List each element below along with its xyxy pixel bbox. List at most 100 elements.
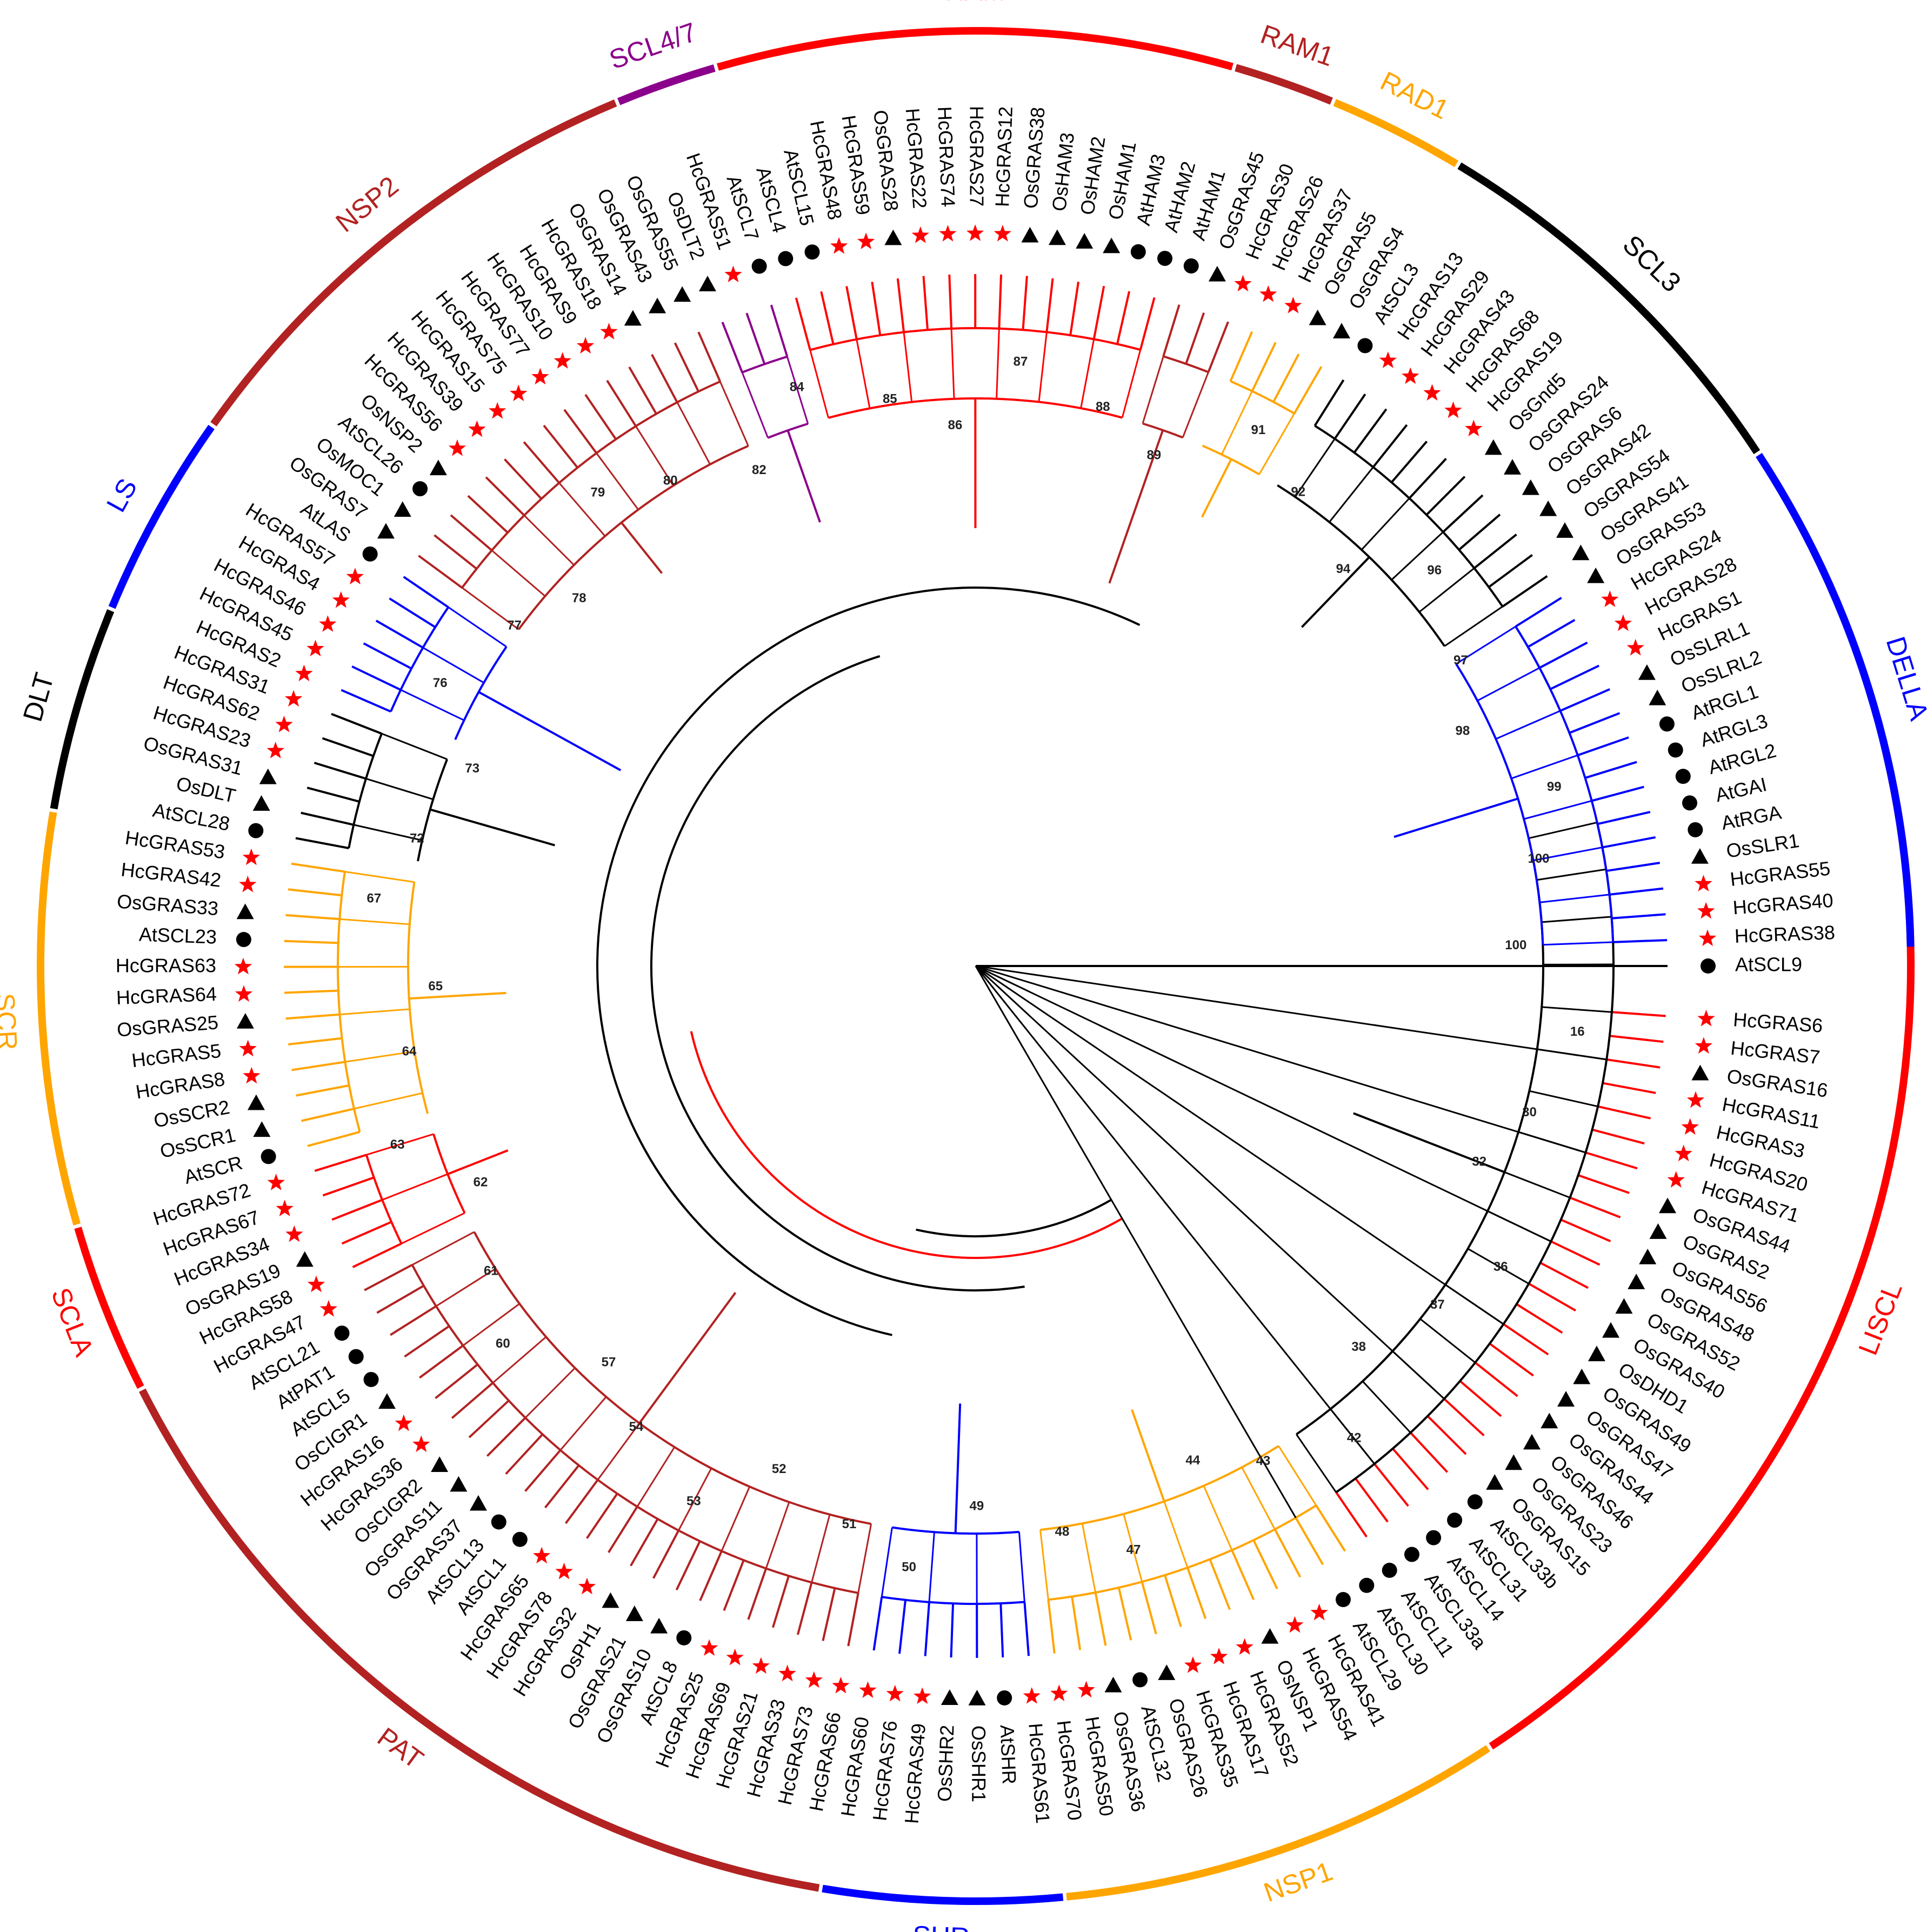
clade-label-shr: SHR <box>912 1920 970 1932</box>
triangle-marker <box>1557 1391 1575 1407</box>
star-marker <box>319 1300 338 1317</box>
star-marker <box>830 237 848 254</box>
clade-label-liscl: LISCL <box>1852 1278 1908 1359</box>
triangle-marker <box>296 1251 314 1267</box>
star-marker <box>468 420 486 437</box>
star-marker <box>489 402 506 419</box>
triangle-marker <box>1628 1274 1645 1289</box>
star-marker <box>239 875 257 892</box>
triangle-marker <box>1486 1474 1504 1490</box>
circle-marker <box>248 823 264 838</box>
circle-marker <box>1688 822 1703 837</box>
leaf-label-88: HcGRAS8 <box>134 1068 226 1103</box>
triangle-marker <box>247 1094 265 1110</box>
circle-marker <box>412 481 428 497</box>
star-marker <box>993 224 1012 242</box>
clade-arc-nsp2 <box>210 99 617 427</box>
leaf-label-85: HcGRAS64 <box>116 983 217 1009</box>
leaf-label-78: OsDLT <box>174 772 238 807</box>
clade-ring <box>37 27 1915 1905</box>
triangle-marker <box>1021 226 1039 243</box>
clade-label-nsp1: NSP1 <box>1260 1856 1337 1908</box>
star-marker <box>242 848 261 865</box>
star-marker <box>1465 419 1483 437</box>
star-marker <box>752 1657 770 1674</box>
bootstrap-value: 73 <box>465 761 479 776</box>
clade-arc-della <box>1756 452 1915 947</box>
star-marker <box>1310 1603 1328 1621</box>
star-marker <box>1077 1681 1095 1698</box>
star-marker <box>886 1684 904 1702</box>
triangle-marker <box>1649 689 1666 705</box>
star-marker <box>1023 1687 1041 1704</box>
bootstrap-value: 79 <box>591 485 605 499</box>
triangle-marker <box>1208 265 1226 282</box>
star-marker <box>395 1414 413 1431</box>
bootstrap-labels: 100 100 99 98 97 96 94 92 91 89 88 87 86 85 84 82 80 79 78… <box>367 354 1585 1574</box>
star-marker <box>1698 929 1717 947</box>
triangle-marker <box>236 1012 254 1029</box>
leaf-label-81: HcGRAS42 <box>120 858 222 891</box>
bootstrap-value: 67 <box>367 891 382 905</box>
bootstrap-value: 64 <box>402 1044 417 1059</box>
clade-arc-shr <box>822 1884 1064 1905</box>
leaf-label-40: OsGRAS38 <box>1019 106 1049 210</box>
triangle-marker <box>1504 459 1522 475</box>
circle-marker <box>1183 258 1199 274</box>
star-marker <box>1695 875 1712 891</box>
circle-marker <box>804 244 820 260</box>
star-marker <box>1686 1091 1705 1108</box>
star-marker <box>578 1577 596 1595</box>
circle-marker <box>236 932 251 948</box>
triangle-marker <box>1587 567 1605 583</box>
star-marker <box>1234 275 1252 292</box>
clade-arc-scr <box>37 811 81 1226</box>
star-marker <box>554 352 571 369</box>
star-marker <box>1379 351 1397 368</box>
circle-marker <box>1132 1672 1148 1688</box>
star-marker <box>1423 384 1441 401</box>
clade-label-pat: PAT <box>372 1722 429 1775</box>
leaf-label-127: AtSHR <box>996 1724 1021 1785</box>
star-marker <box>1259 285 1277 302</box>
bootstrap-value: 47 <box>1126 1543 1141 1557</box>
star-marker <box>911 226 930 243</box>
star-marker <box>726 1648 744 1665</box>
bootstrap-value: 53 <box>686 1494 701 1508</box>
triangle-marker <box>1691 848 1709 864</box>
circle-marker <box>1130 244 1146 259</box>
clade-label-scl3: SCL3 <box>1617 229 1687 298</box>
triangle-marker <box>1048 229 1066 245</box>
leaf-label-123: HcGRAS76 <box>868 1720 901 1822</box>
star-marker <box>532 1547 551 1564</box>
bootstrap-value: 85 <box>883 391 897 406</box>
circle-marker <box>1659 716 1675 732</box>
star-marker <box>805 1671 823 1688</box>
bootstrap-value: 51 <box>842 1517 857 1531</box>
circle-marker <box>997 1690 1012 1706</box>
triangle-marker <box>624 310 642 326</box>
bootstrap-value: 38 <box>1351 1340 1366 1354</box>
leaf-label-166: HcGRAS6 <box>1732 1008 1824 1037</box>
bootstrap-value: 100 <box>1528 851 1549 866</box>
triangle-marker <box>1484 439 1502 455</box>
bootstrap-value: 87 <box>1013 354 1028 369</box>
bootstrap-value: 62 <box>474 1175 488 1190</box>
circle-marker <box>491 1514 506 1530</box>
circle-marker <box>261 1149 276 1164</box>
clade-label-rad1: RAD1 <box>1376 65 1453 125</box>
circle-marker <box>1682 795 1698 811</box>
star-marker <box>1695 1037 1713 1054</box>
triangle-marker <box>469 1495 487 1511</box>
leaf-label-3: HcGRAS55 <box>1729 857 1831 890</box>
bootstrap-value: 92 <box>1291 484 1305 499</box>
bootstrap-value: 97 <box>1453 653 1468 668</box>
leaf-label-79: AtSCL28 <box>151 799 231 835</box>
triangle-marker <box>1615 1298 1633 1314</box>
clade-arc-dlt <box>50 609 115 810</box>
circle-marker <box>751 258 767 274</box>
star-marker <box>234 957 252 975</box>
star-marker <box>724 265 742 283</box>
circle-marker <box>1426 1530 1442 1545</box>
